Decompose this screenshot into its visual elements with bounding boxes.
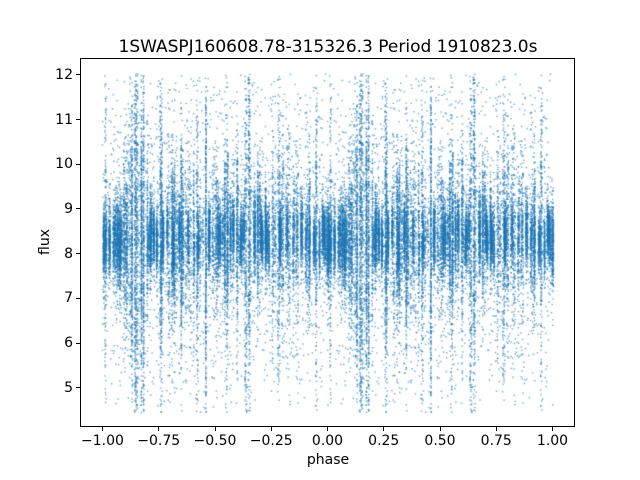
x-tick-label: 0.00 [311,433,344,449]
y-tick-label: 6 [64,335,73,352]
x-tick-label: 0.25 [368,433,400,449]
x-tick-mark [383,427,385,431]
y-tick-mark [76,297,80,299]
y-tick-label: 11 [55,111,73,128]
y-tick-label: 12 [55,66,73,83]
y-tick-mark [76,387,80,389]
y-tick-label: 5 [64,379,73,396]
y-tick-mark [76,163,80,165]
x-tick-label: 0.75 [480,433,512,449]
x-axis-label: phase [306,452,350,468]
x-tick-label: 0.50 [424,433,456,449]
y-tick-mark [76,253,80,255]
y-tick-label: 10 [55,156,73,173]
x-tick-label: −1.00 [81,433,124,449]
y-tick-mark [76,208,80,210]
x-tick-mark [102,427,103,431]
x-tick-mark [327,427,328,431]
x-tick-mark [495,427,497,431]
plot-area [80,58,575,427]
y-tick-mark [76,342,80,344]
y-tick-label: 8 [64,245,73,262]
x-tick-label: −0.50 [193,433,237,449]
y-axis-label: flux [37,229,53,255]
x-tick-mark [270,427,272,431]
x-tick-label: 1.00 [536,433,569,449]
x-tick-mark [158,427,160,431]
x-tick-mark [552,427,553,431]
x-tick-mark [439,427,441,431]
y-tick-mark [76,119,80,120]
y-tick-label: 7 [64,290,73,307]
x-tick-mark [214,427,216,431]
chart-title: 1SWASPJ160608.78-315326.3 Period 1910823… [118,37,538,57]
y-tick-mark [76,74,80,76]
x-tick-label: −0.75 [137,433,181,449]
x-tick-label: −0.25 [249,433,293,449]
y-tick-label: 9 [64,200,73,217]
